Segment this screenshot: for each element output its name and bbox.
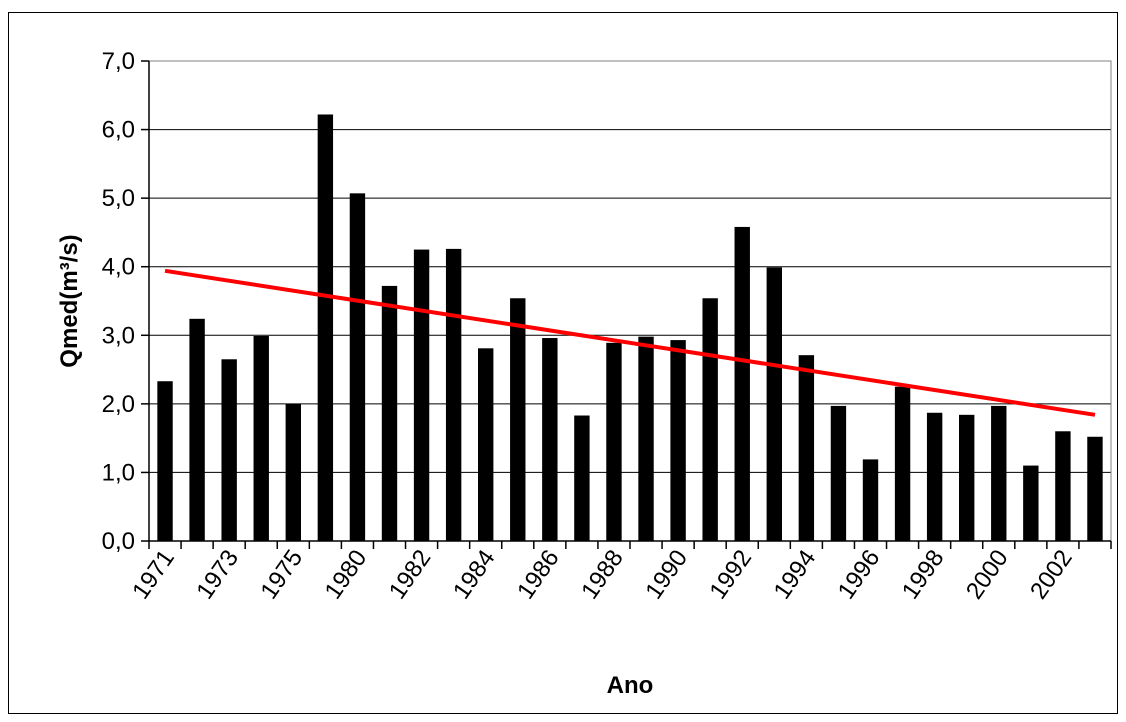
x-tick-label: 1982 (384, 545, 437, 604)
y-tick-label: 1,0 (102, 459, 135, 486)
bar (1023, 465, 1039, 541)
x-tick-label: 1980 (320, 545, 373, 604)
y-tick-label: 4,0 (102, 254, 135, 281)
y-axis-title: Qmed(m³/s) (56, 234, 83, 367)
y-tick-label: 3,0 (102, 322, 135, 349)
bar (445, 248, 462, 541)
bar (542, 338, 558, 541)
bar (702, 298, 718, 541)
bar (253, 335, 269, 541)
y-tick-label: 2,0 (102, 391, 135, 418)
bar (1055, 431, 1071, 541)
bar-chart: 0,01,02,03,04,05,06,07,0 1971 1973 1975 198… (56, 48, 1112, 699)
bar (606, 342, 622, 541)
bar (221, 359, 237, 541)
bar (734, 226, 750, 541)
x-tick-label: 1994 (769, 545, 822, 604)
trend-line (164, 268, 1096, 417)
x-tick-label: 1988 (576, 545, 629, 604)
bar (317, 114, 334, 541)
bar (413, 249, 430, 542)
x-tick-label: 2000 (961, 545, 1014, 604)
x-tick-label: 1973 (191, 545, 244, 604)
bar (894, 386, 911, 541)
bar (189, 318, 205, 541)
x-tick-label: 1992 (704, 545, 757, 604)
y-tick-label: 5,0 (102, 185, 135, 212)
chart-frame: 0,0 1,0 2,0 3,0 4,0 5,0 6,0 7,0 1971 1973 1975 198… (8, 12, 1118, 714)
bar (157, 381, 173, 541)
bar (926, 412, 943, 541)
y-tick-label: 7,0 (102, 48, 135, 75)
y-tick-label: 0,0 (102, 528, 135, 555)
bar (798, 355, 815, 541)
bar (830, 405, 847, 541)
x-tick-label: 1996 (833, 545, 886, 604)
x-tick-label: 1986 (512, 545, 565, 604)
x-tick-labels: 1971 1973 1975 1980 1982 1984 1986 1988 1990 1992… (127, 545, 1078, 604)
bar (959, 414, 975, 541)
bar (349, 193, 366, 542)
x-axis-title: Ano (607, 672, 654, 699)
x-tick-label: 2002 (1025, 545, 1078, 604)
bar (574, 415, 590, 541)
bar (478, 348, 494, 541)
bar (862, 459, 879, 541)
axes (141, 60, 1112, 549)
y-tick-label: 6,0 (102, 117, 135, 144)
bars (157, 114, 1103, 542)
bar (766, 267, 782, 541)
bar (991, 405, 1007, 541)
x-tick-label: 1998 (897, 545, 950, 604)
bar (510, 298, 526, 541)
bar (638, 336, 654, 541)
x-tick-label: 1990 (640, 545, 693, 604)
x-tick-label: 1984 (448, 545, 501, 604)
x-tick-label: 1971 (127, 545, 180, 604)
bar (381, 285, 398, 541)
bar (1087, 436, 1103, 541)
bar (285, 403, 301, 541)
x-tick-label: 1975 (255, 545, 308, 604)
bar (670, 340, 686, 541)
y-tick-labels: 0,0 1,0 2,0 3,0 4,0 5,0 6,0 7,0 (102, 48, 135, 555)
